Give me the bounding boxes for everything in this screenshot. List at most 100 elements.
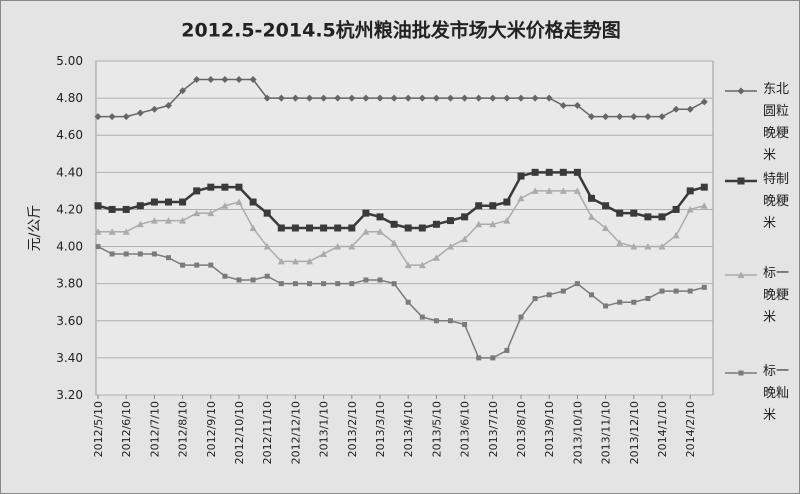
point-marker <box>531 168 539 176</box>
point-marker <box>489 220 497 228</box>
point-marker <box>165 198 172 206</box>
point-marker <box>490 355 496 361</box>
point-marker <box>630 113 638 121</box>
point-marker <box>433 318 439 324</box>
point-marker <box>277 94 285 102</box>
point-marker <box>179 87 187 95</box>
point-marker <box>404 261 412 269</box>
point-marker <box>321 281 327 287</box>
point-marker <box>448 318 453 324</box>
point-marker <box>545 187 553 194</box>
point-marker <box>193 209 201 217</box>
point-marker <box>658 113 666 121</box>
point-marker <box>532 296 538 302</box>
y-tick-label: 4.60 <box>56 128 83 142</box>
point-marker <box>672 205 680 213</box>
x-tick-label: 2012/11/10 <box>261 401 274 464</box>
point-marker <box>166 255 171 261</box>
point-marker <box>630 209 638 217</box>
y-tick-label: 4.00 <box>56 240 83 254</box>
x-tick-label: 2012/9/10 <box>205 401 218 457</box>
point-marker <box>179 217 187 224</box>
point-marker <box>249 224 257 231</box>
point-marker <box>559 187 567 194</box>
point-marker <box>573 168 581 176</box>
point-marker <box>320 94 328 102</box>
point-marker <box>461 213 469 221</box>
x-tick-label: 2013/4/10 <box>402 401 415 457</box>
y-tick-label: 5.00 <box>56 54 83 68</box>
point-marker <box>334 243 342 250</box>
y-tick-label: 3.60 <box>56 314 83 328</box>
x-tick-label: 2013/12/10 <box>628 401 641 464</box>
point-marker <box>602 224 610 231</box>
point-marker <box>122 205 130 213</box>
point-marker <box>207 183 215 191</box>
point-marker <box>737 87 745 95</box>
point-marker <box>616 209 624 217</box>
point-marker <box>503 198 511 206</box>
point-marker <box>94 113 102 121</box>
point-marker <box>404 94 412 102</box>
y-tick-label: 3.80 <box>56 277 83 291</box>
point-marker <box>461 94 469 102</box>
point-marker <box>391 281 397 287</box>
point-marker <box>235 198 243 206</box>
point-marker <box>545 94 553 102</box>
point-marker <box>165 102 172 110</box>
point-marker <box>700 183 708 191</box>
point-marker <box>737 271 745 278</box>
y-tick-label: 3.40 <box>56 351 83 365</box>
point-marker <box>94 228 102 235</box>
point-marker <box>517 194 525 202</box>
x-tick-label: 2013/9/10 <box>543 401 556 457</box>
point-marker <box>616 239 624 246</box>
point-marker <box>108 228 116 235</box>
point-marker <box>136 109 144 117</box>
point-marker <box>737 177 745 185</box>
point-marker <box>151 251 157 257</box>
point-marker <box>503 94 511 102</box>
point-marker <box>546 292 552 298</box>
legend-label: 标一晚籼米 <box>763 364 790 423</box>
point-marker <box>221 183 229 191</box>
point-marker <box>588 194 595 202</box>
point-marker <box>559 102 567 110</box>
point-marker <box>475 202 483 210</box>
x-tick-label: 2012/7/10 <box>148 401 161 457</box>
legend-label: 特制晚粳米 <box>763 172 790 231</box>
point-marker <box>686 205 694 213</box>
x-tick-label: 2013/1/10 <box>318 401 331 457</box>
point-marker <box>136 202 144 210</box>
point-marker <box>418 261 426 269</box>
chart-title: 2012.5-2014.5杭州粮油批发市场大米价格走势图 <box>181 19 621 42</box>
point-marker <box>249 198 257 206</box>
point-marker <box>362 94 370 102</box>
x-tick-label: 2012/8/10 <box>177 401 190 457</box>
point-marker <box>193 187 201 195</box>
point-marker <box>659 288 665 294</box>
y-tick-label: 4.20 <box>56 202 83 216</box>
point-marker <box>673 288 679 294</box>
point-marker <box>475 94 483 102</box>
point-marker <box>150 217 158 224</box>
x-tick-label: 2013/7/10 <box>487 401 500 457</box>
point-marker <box>263 209 271 217</box>
point-marker <box>700 202 708 209</box>
point-marker <box>291 94 299 102</box>
point-marker <box>588 213 595 220</box>
point-marker <box>503 217 511 224</box>
point-marker <box>377 277 383 283</box>
point-marker <box>376 94 384 102</box>
y-tick-label: 4.40 <box>56 165 83 179</box>
x-tick-label: 2013/5/10 <box>430 401 443 457</box>
point-marker <box>447 243 454 250</box>
point-marker <box>236 277 242 283</box>
point-marker <box>531 187 539 194</box>
point-marker <box>306 224 313 232</box>
point-marker <box>306 257 313 265</box>
point-marker <box>700 98 708 106</box>
y-axis-label: 元/公斤 <box>27 205 43 252</box>
